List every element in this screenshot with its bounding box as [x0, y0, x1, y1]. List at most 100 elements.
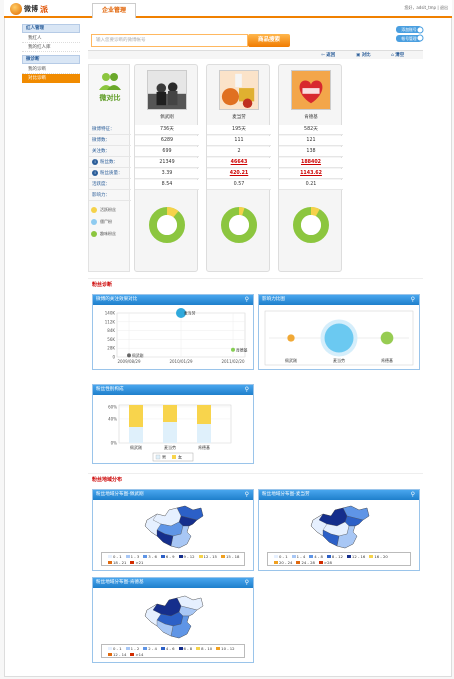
zoom-icon[interactable]: ⚲ [410, 491, 415, 498]
panel-title: 微博的关注效果对比 [96, 297, 138, 302]
tab-enterprise[interactable]: 企业管理 [92, 3, 136, 18]
top-header: 微博 派 企业管理 您好，adsit_tmp | 退出 [4, 0, 452, 18]
y-tick-label: 40% [108, 416, 117, 421]
y-tick-label: 28K [107, 346, 115, 351]
map-legend-swatch [220, 554, 225, 558]
section-title-geo: 粉丝地域分布 [92, 477, 123, 483]
zoom-icon[interactable]: ⚲ [244, 386, 249, 393]
bar-segment [163, 405, 177, 423]
card-name[interactable]: 肯德基 [304, 115, 318, 120]
map-legend-swatch [178, 554, 183, 558]
map-legend-swatch [296, 560, 301, 564]
x-tick-label: 2011/02/20 [221, 359, 245, 364]
map-legend-label: 12 - 15 [203, 553, 217, 559]
map-legend-item: 6 - 9 [160, 554, 175, 559]
close-icons[interactable] [416, 26, 424, 42]
zoom-icon[interactable]: ⚲ [244, 491, 249, 498]
card-value: 195天 [207, 125, 271, 135]
clear-button[interactable]: ⌂ 清空 [391, 53, 405, 58]
compare-label: 对比 [361, 53, 371, 58]
map-legend-item: 12 - 15 [198, 553, 217, 559]
category-label: 佩武刚 [285, 357, 297, 363]
avatar[interactable] [291, 70, 331, 110]
sidebar-item[interactable]: 我红人 [22, 34, 80, 43]
card-value[interactable]: 1143.62 [279, 169, 343, 179]
zoom-icon[interactable]: ⚲ [244, 296, 249, 303]
account-manage-button[interactable]: 帐号管理 [396, 35, 422, 42]
sidebar-section[interactable]: 微诊断 [22, 55, 80, 64]
sidebar-item[interactable]: 我的诊断 [22, 65, 80, 74]
sidebar-item[interactable]: 我的红人库 [22, 43, 80, 52]
category-label: 佩武刚 [130, 444, 142, 450]
compare-title: 微对比 [99, 94, 121, 102]
map-region [152, 597, 182, 617]
x-tick-label: 2010/01/29 [169, 359, 193, 364]
map-legend: 0 - 1 1 - 3 3 - 6 6 - 9 9 - 12 12 - 15 15 - 18… [101, 552, 245, 566]
card-name[interactable]: 麦当劳 [232, 115, 246, 120]
logout-link[interactable]: 退出 [440, 5, 448, 10]
china-map[interactable] [143, 592, 205, 642]
china-map[interactable] [309, 504, 371, 550]
map-legend-swatch [196, 646, 201, 650]
map-legend-item: >14 [130, 652, 143, 657]
map-legend-label: >14 [135, 651, 144, 657]
avatar[interactable] [147, 70, 187, 110]
brand-logo[interactable]: 微博 派 [10, 2, 48, 16]
row-label: 微博数： [89, 136, 131, 146]
map-legend-item: 1 - 3 [125, 554, 139, 559]
category-label: 肯德基 [198, 444, 210, 450]
panel-map-1: 粉丝地域分布图-佩武刚 ⚲ 0 - 1 1 - 3 3 - 6 6 - 9 9 - 12 1… [92, 489, 254, 571]
zoom-icon[interactable]: ⚲ [410, 296, 415, 303]
china-map[interactable] [143, 504, 205, 550]
map-legend-label: 6 - 8 [183, 645, 193, 651]
map-legend-swatch [326, 554, 331, 558]
users-icon [99, 73, 121, 90]
map-legend-swatch [125, 646, 130, 650]
bar-segment [129, 405, 143, 428]
info-icon[interactable]: i [92, 170, 98, 176]
section-title-fans: 粉丝诊断 [92, 282, 113, 288]
user-greeting: 您好，adsit_tmp [404, 5, 437, 10]
row-label: 影响力： [89, 191, 131, 201]
row-label: 活跃度： [89, 180, 131, 190]
search-input[interactable]: 输入您要诊断的微博帐号 [91, 34, 248, 47]
card-value[interactable]: 420.21 [207, 169, 271, 179]
zoom-icon[interactable]: ⚲ [244, 579, 249, 586]
map-legend-item: 0 - 1 [108, 646, 122, 651]
panel-gender: 粉丝性别构成 ⚲ 0% 40% 60% 佩武刚 麦当劳 肯德基男 女 [92, 384, 254, 464]
card-value: 111 [207, 136, 271, 146]
map-region [156, 619, 174, 637]
map-legend-swatch [108, 646, 112, 650]
data-label: 肯德基 [236, 347, 248, 352]
card-value: 0.57 [207, 180, 271, 190]
map-legend-label: >28 [323, 559, 332, 565]
map-legend-item: 12 - 14 [108, 652, 126, 657]
card-name[interactable]: 佩武刚 [160, 115, 174, 120]
card-value[interactable]: 46643 [207, 158, 271, 168]
sidebar-section[interactable]: 红人管理 [22, 24, 80, 33]
info-icon[interactable]: i [92, 159, 98, 165]
search-button[interactable]: 商品搜索 [248, 34, 290, 47]
map-legend-item: >28 [318, 559, 332, 565]
add-account-button[interactable]: 添加账号 [396, 26, 422, 33]
compare-button[interactable]: ▣ 对比 [356, 53, 371, 58]
panel-header: 粉丝地域分布图-麦当劳 ⚲ [259, 490, 419, 500]
data-point [231, 347, 235, 352]
panel-header: 微博的关注效果对比 ⚲ [93, 295, 253, 305]
map-region [336, 525, 358, 549]
map-region [170, 525, 192, 549]
sidebar-item-active[interactable]: 对比诊断 [22, 74, 80, 83]
back-button[interactable]: ⇦ 返回 [321, 53, 336, 58]
fan-type-donut [149, 207, 185, 243]
scale-chart: 佩武刚 麦当劳 肯德基 [264, 310, 414, 366]
map-legend-swatch [108, 554, 112, 558]
map-region [322, 529, 340, 547]
card-value[interactable]: 188402 [279, 158, 343, 168]
avatar[interactable] [219, 70, 259, 110]
category-label: 麦当劳 [164, 444, 176, 450]
row-label: 关注数： [89, 147, 131, 157]
donut-slice [221, 207, 257, 243]
map-legend-label: 0 - 1 [113, 553, 122, 559]
map-legend-label: 8 - 10 [201, 645, 213, 651]
logo-icon [10, 3, 22, 15]
